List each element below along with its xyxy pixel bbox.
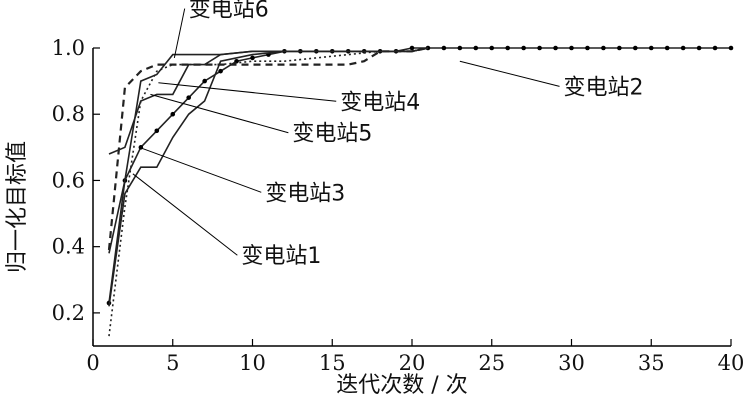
data-point <box>553 45 558 51</box>
x-tick-label: 0 <box>86 351 99 375</box>
leader-line-label-4 <box>158 82 337 102</box>
data-point <box>728 45 734 51</box>
annotation-label-3: 变电站3 <box>265 181 345 206</box>
data-point <box>601 45 606 51</box>
y-tick-label: 0.4 <box>52 235 85 259</box>
leader-line-label-2 <box>459 60 560 87</box>
data-point <box>473 45 479 51</box>
data-point <box>489 45 495 51</box>
data-point <box>202 78 207 84</box>
leader-line-label-6 <box>173 8 186 59</box>
x-tick-label: 10 <box>239 351 266 375</box>
x-tick-label: 15 <box>319 351 346 375</box>
series-line-2 <box>107 46 429 251</box>
y-tick-label: 1.0 <box>52 36 85 60</box>
annotation-label-1: 变电站1 <box>241 244 321 269</box>
data-point <box>154 128 160 134</box>
x-tick-label: 35 <box>638 351 665 375</box>
data-point <box>218 68 223 74</box>
data-point <box>170 111 176 117</box>
annotation-label-5: 变电站5 <box>292 122 372 147</box>
y-tick-label: 0.6 <box>52 168 85 192</box>
leader-line-label-3 <box>139 146 262 193</box>
series-line-6 <box>108 47 429 254</box>
data-point <box>712 45 718 51</box>
x-tick-label: 5 <box>166 351 179 375</box>
x-tick-label: 40 <box>718 351 745 375</box>
data-point <box>409 45 415 51</box>
y-tick-label: 0.8 <box>52 102 85 126</box>
data-point <box>457 45 463 51</box>
data-point <box>696 45 702 51</box>
data-point <box>537 45 542 51</box>
data-point <box>505 45 511 51</box>
x-axis-title: 迭代次数 / 次 <box>336 373 467 398</box>
leader-line-label-5 <box>150 93 289 134</box>
data-point <box>664 45 670 51</box>
data-point <box>521 45 526 51</box>
data-point <box>441 45 447 51</box>
x-tick-label: 20 <box>399 351 426 375</box>
data-point <box>680 45 686 51</box>
x-tick-label: 25 <box>478 351 505 375</box>
annotation-label-4: 变电站4 <box>340 90 420 115</box>
data-point <box>633 45 638 51</box>
leader-line-label-1 <box>132 173 238 256</box>
data-point <box>425 45 431 51</box>
data-point <box>250 55 255 61</box>
x-tick-label: 30 <box>558 351 585 375</box>
annotation-label-6: 变电站6 <box>189 0 269 23</box>
data-point <box>186 95 191 100</box>
data-point <box>569 45 574 51</box>
series-line-1 <box>108 47 731 304</box>
y-axis-title: 归一化目标值 <box>5 141 30 273</box>
data-point <box>648 45 654 51</box>
data-point <box>585 45 590 51</box>
annotation-label-2: 变电站2 <box>564 75 644 100</box>
data-point <box>617 45 622 51</box>
y-tick-label: 0.2 <box>52 301 85 325</box>
